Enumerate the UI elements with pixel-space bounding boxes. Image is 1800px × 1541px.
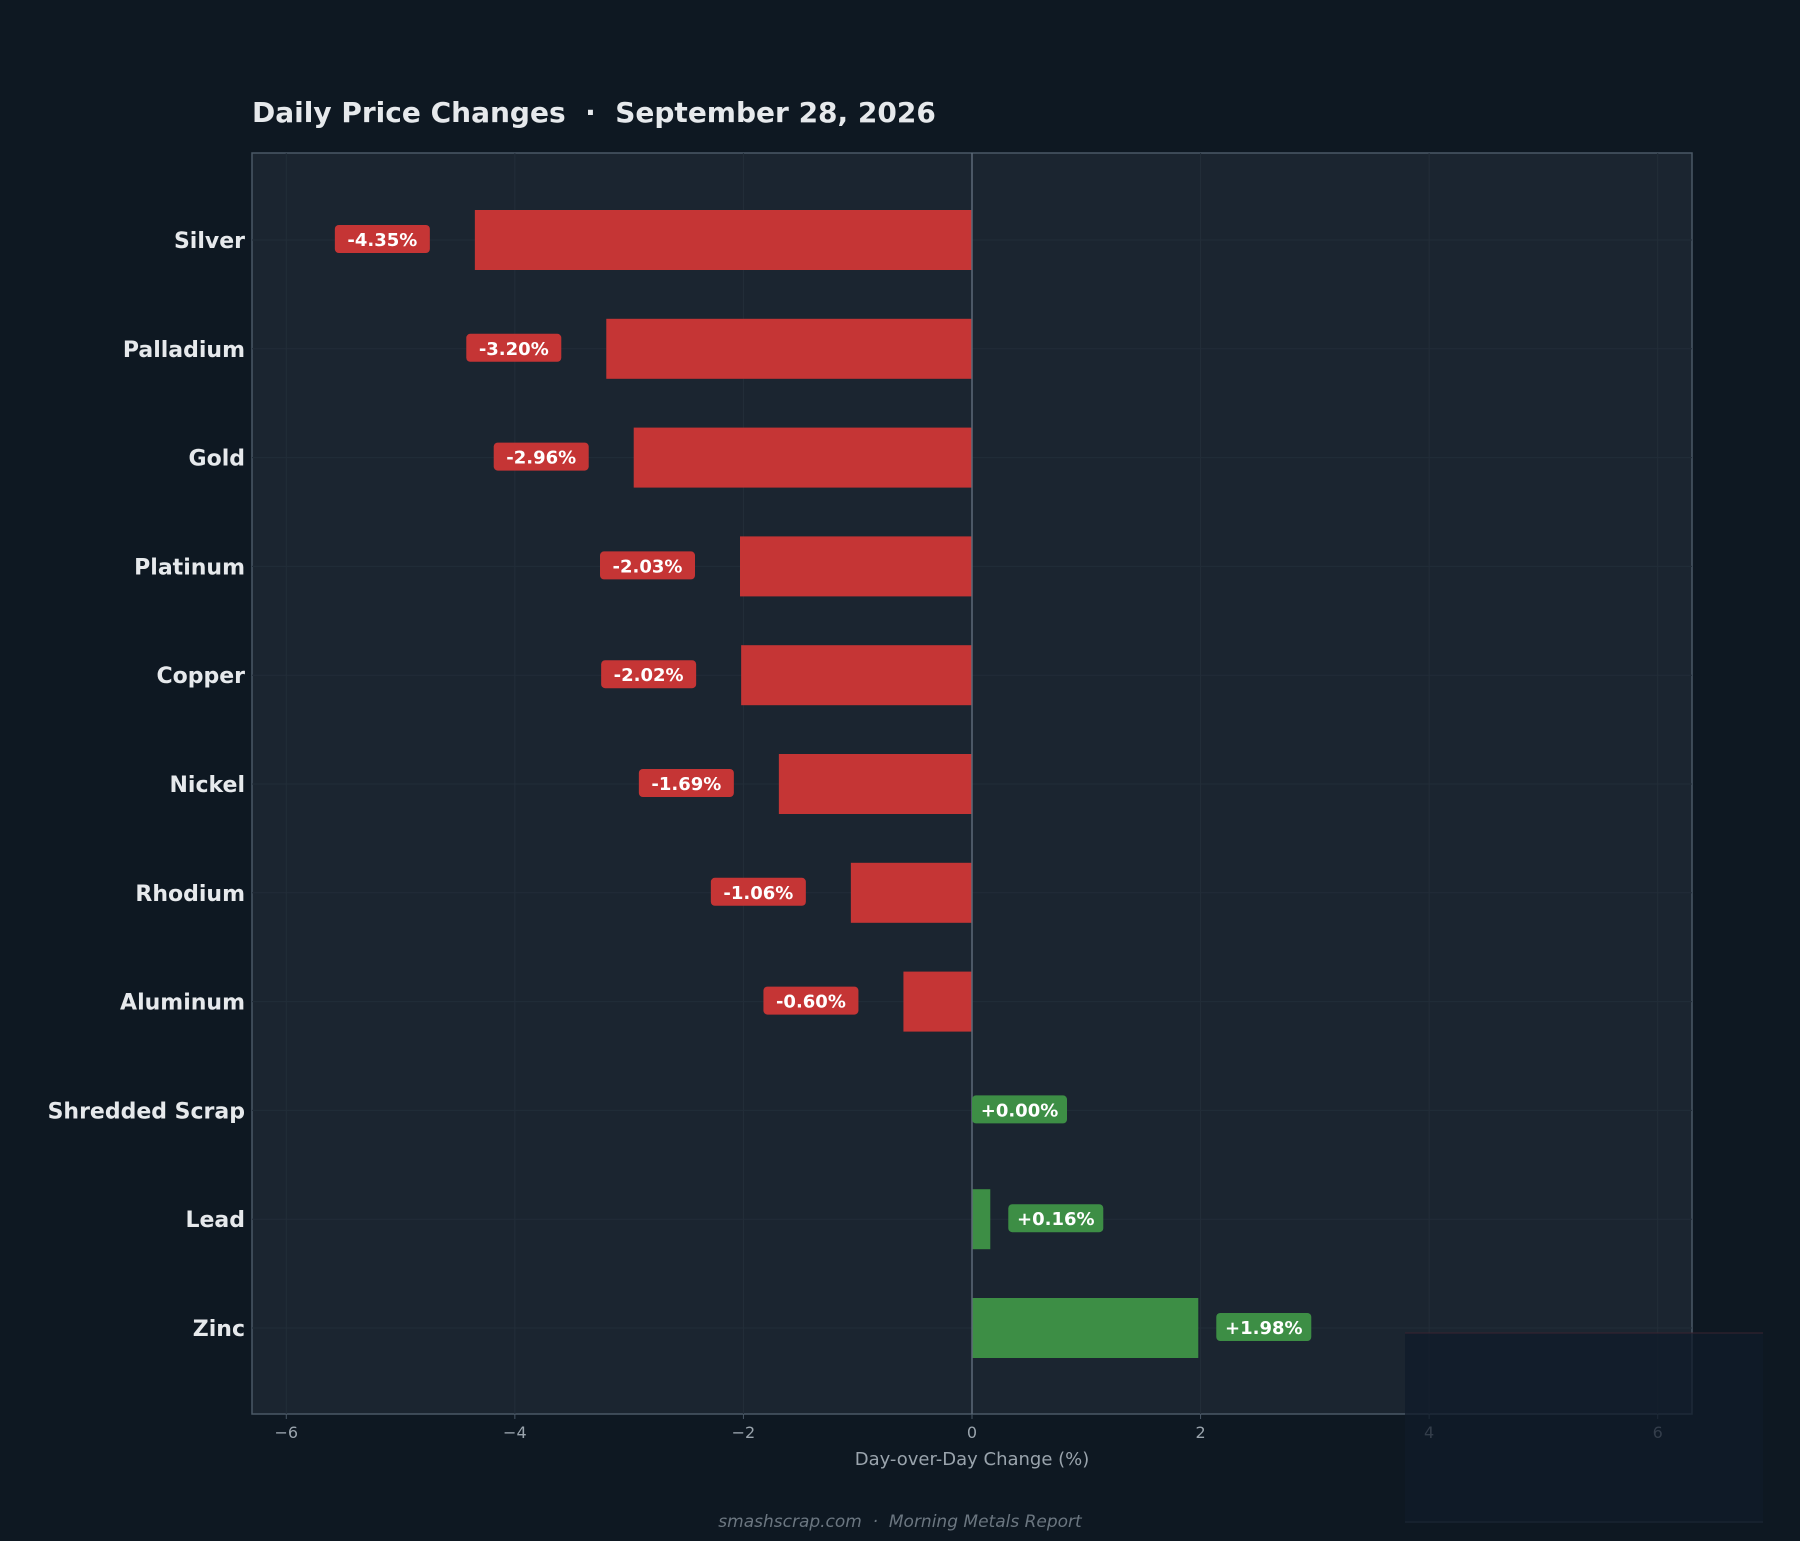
value-label-pill bbox=[600, 551, 695, 580]
bar bbox=[740, 536, 972, 597]
value-label-pill bbox=[334, 225, 430, 253]
value-label-pill bbox=[638, 769, 734, 797]
category-label: Zinc bbox=[193, 1317, 245, 1342]
bar bbox=[903, 971, 972, 1032]
category-labels-layer: Silver Palladium Gold Platinum Copper Nickel R… bbox=[48, 229, 246, 1342]
footer-caption: smashscrap.com · Morning Metals Report bbox=[718, 1512, 1083, 1532]
category-label: Palladium bbox=[123, 338, 245, 363]
value-label-text: -3.20% bbox=[479, 339, 549, 360]
value-label: -2.96% bbox=[493, 442, 589, 471]
bar bbox=[850, 862, 972, 923]
x-tick-label: −6 bbox=[274, 1423, 298, 1442]
value-label-text: -1.06% bbox=[723, 883, 793, 904]
value-label-pill bbox=[493, 442, 589, 471]
bar bbox=[778, 754, 972, 814]
value-label: +0.00% bbox=[972, 1095, 1067, 1124]
x-axis-label: Day-over-Day Change (%) bbox=[855, 1449, 1090, 1470]
value-label-pill bbox=[466, 333, 562, 362]
value-label-pill bbox=[1008, 1204, 1104, 1233]
value-label-text: -1.69% bbox=[651, 774, 721, 795]
value-label: +0.16% bbox=[1008, 1204, 1104, 1233]
value-label: -0.60% bbox=[763, 986, 859, 1015]
category-label: Aluminum bbox=[120, 991, 245, 1016]
watermark-panel bbox=[1405, 1332, 1763, 1523]
chart-title: Daily Price Changes · September 28, 2026 bbox=[252, 96, 936, 129]
value-label-text: -0.60% bbox=[776, 992, 846, 1013]
value-label-text: -4.35% bbox=[347, 230, 417, 251]
value-label-text: -2.96% bbox=[506, 448, 576, 469]
value-label-pill bbox=[601, 660, 697, 689]
x-tick-label: −2 bbox=[732, 1423, 756, 1442]
value-label-pill bbox=[763, 986, 859, 1015]
bar bbox=[972, 1189, 991, 1250]
x-tick-label: 0 bbox=[967, 1423, 977, 1442]
category-label: Silver bbox=[174, 229, 245, 254]
value-label-text: -2.03% bbox=[613, 556, 683, 577]
bars-layer bbox=[474, 210, 1199, 1358]
x-tick-label: 2 bbox=[1195, 1423, 1205, 1442]
value-label: -1.06% bbox=[710, 877, 806, 906]
value-label-text: +0.16% bbox=[1017, 1209, 1095, 1230]
value-label-text: -2.02% bbox=[614, 665, 684, 686]
category-label: Lead bbox=[185, 1208, 245, 1233]
value-label: -2.03% bbox=[600, 551, 695, 580]
category-label: Rhodium bbox=[135, 882, 245, 907]
bar bbox=[606, 318, 972, 379]
value-label-text: +0.00% bbox=[981, 1100, 1059, 1121]
x-tick-label: −4 bbox=[503, 1423, 527, 1442]
value-label: -3.20% bbox=[466, 333, 562, 362]
value-label-pill bbox=[710, 877, 806, 906]
category-label: Copper bbox=[156, 664, 245, 689]
bar bbox=[972, 1298, 1199, 1358]
bar bbox=[633, 427, 972, 488]
value-label-pill bbox=[972, 1095, 1067, 1124]
category-label: Platinum bbox=[134, 555, 245, 580]
bar bbox=[474, 210, 972, 270]
category-label: Gold bbox=[189, 447, 245, 472]
value-labels-layer: -4.35% -3.20% -2.96% -2.03% -2.02% -1.69% -1.0… bbox=[334, 225, 1312, 1341]
value-label-text: +1.98% bbox=[1225, 1318, 1303, 1339]
value-label: +1.98% bbox=[1216, 1313, 1312, 1341]
value-label: -2.02% bbox=[601, 660, 697, 689]
category-label: Shredded Scrap bbox=[48, 1099, 245, 1124]
category-label: Nickel bbox=[170, 773, 246, 798]
value-label: -1.69% bbox=[638, 769, 734, 797]
value-label-pill bbox=[1216, 1313, 1312, 1341]
value-label: -4.35% bbox=[334, 225, 430, 253]
bar bbox=[741, 645, 972, 706]
